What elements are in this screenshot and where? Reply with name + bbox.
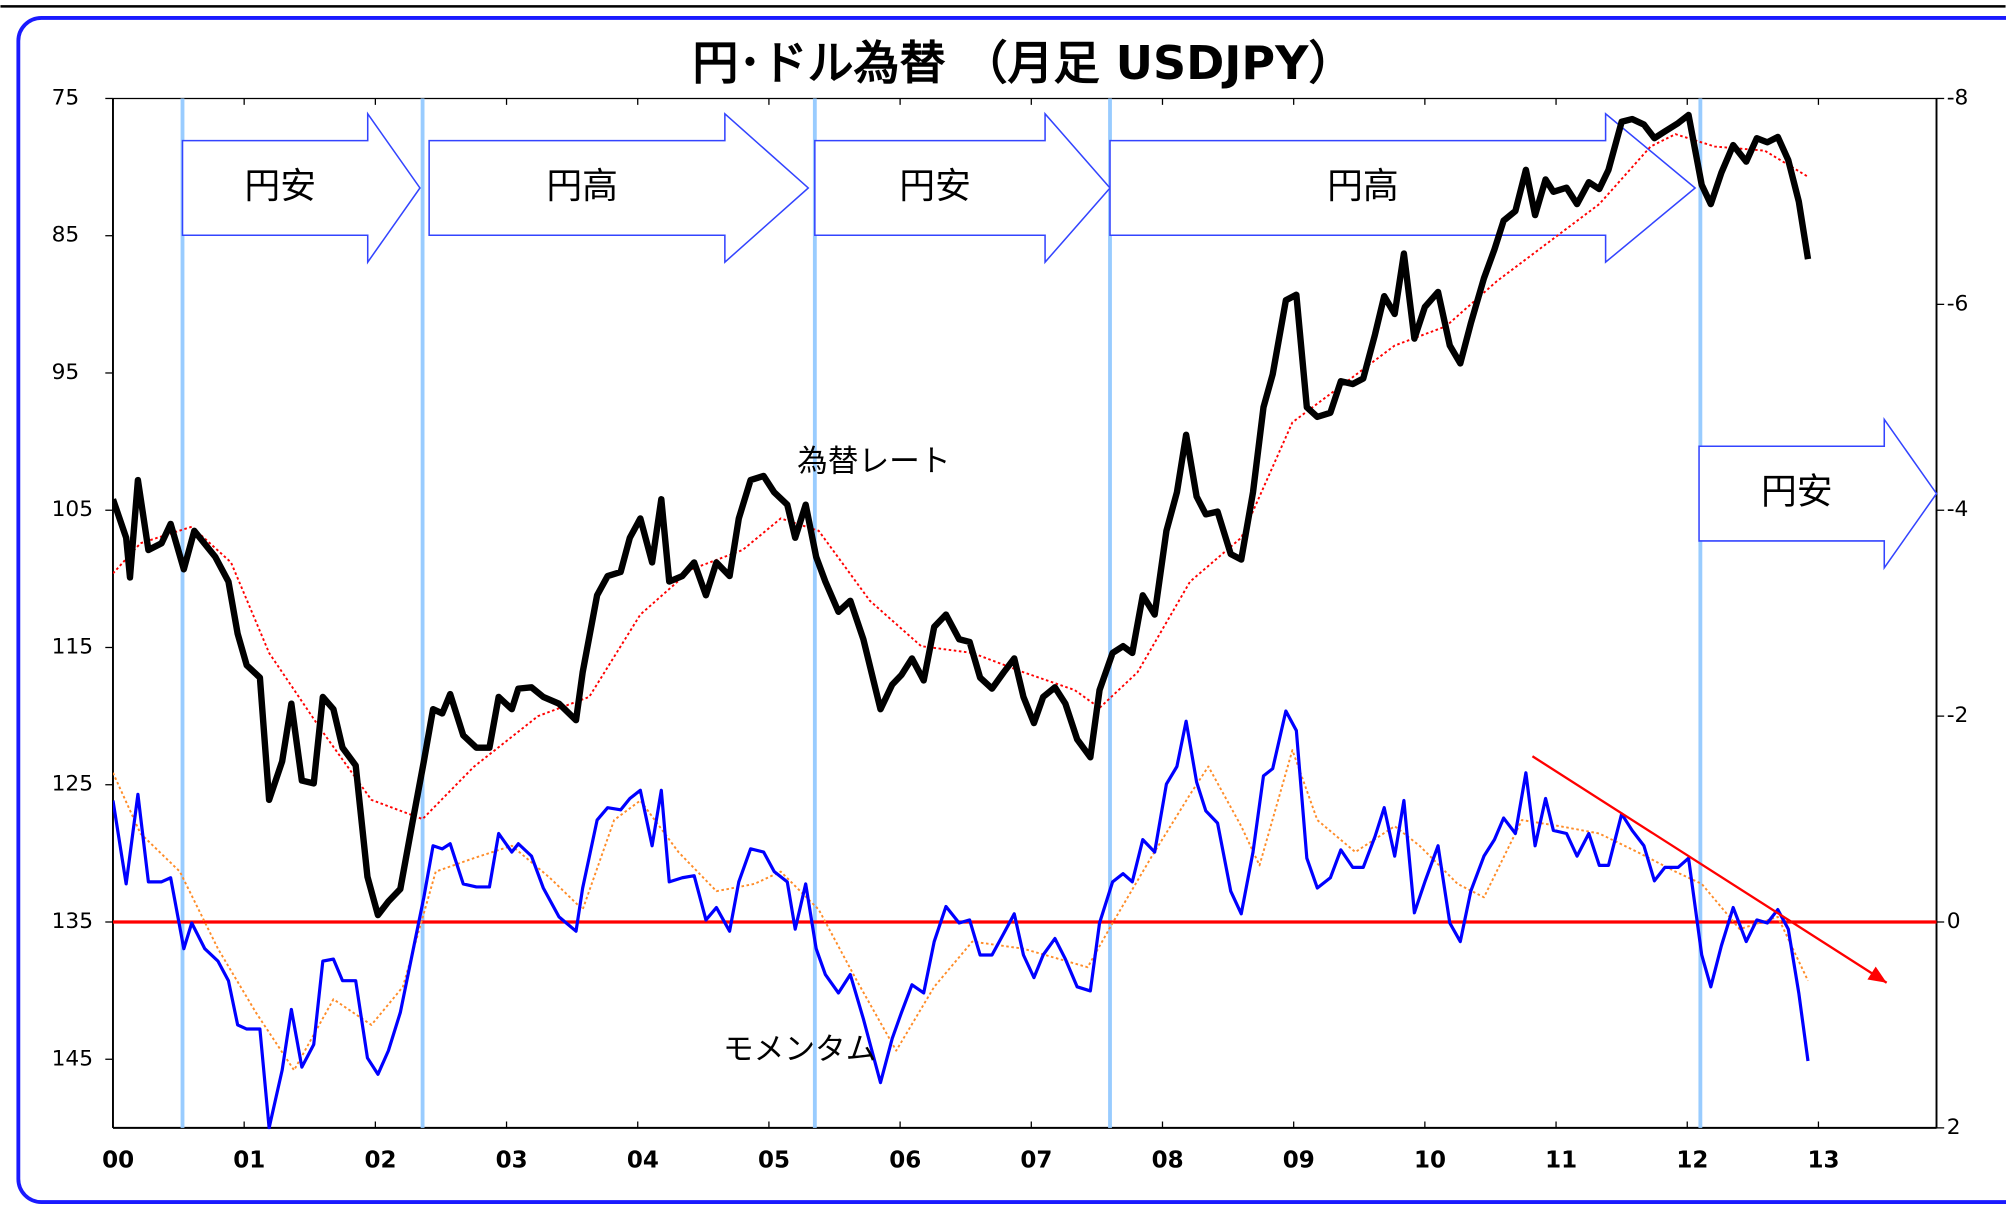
x-tick-label: 02: [364, 1148, 396, 1174]
x-tick-label: 13: [1808, 1148, 1840, 1174]
phase-arrow: [428, 112, 810, 264]
series-label: 為替レート: [797, 444, 950, 479]
y2-tick-label: -6: [1947, 291, 1969, 316]
y-tick-label: 125: [52, 772, 93, 797]
phase-arrow: [1109, 112, 1697, 264]
trend-arrowhead: [1867, 966, 1887, 983]
x-tick-label: 10: [1414, 1148, 1446, 1174]
series-line: [112, 133, 1809, 821]
phase-label: 円安: [899, 166, 971, 207]
y-tick-label: 135: [52, 909, 93, 934]
trend-line: [1531, 755, 1888, 984]
phase-label: 円高: [1327, 166, 1399, 207]
x-tick-label: 12: [1676, 1148, 1708, 1174]
y-tick-label: 95: [52, 360, 80, 385]
x-tick-label: 07: [1020, 1148, 1052, 1174]
x-tick-label: 08: [1152, 1148, 1184, 1174]
phase-label: 円安: [1761, 472, 1833, 513]
y2-tick-label: -4: [1947, 497, 1969, 522]
phase-arrow: [181, 111, 421, 265]
series-line: [112, 709, 1810, 1130]
x-tick-label: 01: [233, 1148, 265, 1174]
x-tick-label: 05: [758, 1148, 790, 1174]
phase-arrow: [1698, 417, 1938, 571]
series-label: モメンタム: [723, 1033, 876, 1068]
phase-arrow: [814, 111, 1112, 265]
y2-tick-label: -8: [1947, 85, 1969, 110]
x-tick-label: 09: [1283, 1148, 1315, 1174]
x-tick-label: 06: [889, 1148, 921, 1174]
x-tick-label: 03: [496, 1148, 528, 1174]
y-tick-label: 145: [52, 1046, 93, 1071]
chart-title: 円･ドル為替 （月足 USDJPY）: [692, 36, 1354, 90]
series-line: [112, 749, 1809, 1072]
phase-label: 円安: [244, 166, 316, 207]
x-tick-label: 04: [627, 1148, 659, 1174]
series-line: [112, 111, 1812, 919]
y2-tick-label: 2: [1947, 1115, 1961, 1140]
y2-tick-label: -2: [1947, 703, 1969, 728]
y-tick-label: 105: [52, 497, 93, 522]
y2-tick-label: 0: [1947, 909, 1961, 934]
phase-label: 円高: [546, 166, 618, 207]
y-tick-label: 115: [52, 634, 93, 659]
x-tick-label: 00: [102, 1148, 134, 1174]
x-tick-label: 11: [1545, 1148, 1577, 1174]
frame: [16, 15, 2006, 1204]
y-tick-label: 85: [52, 223, 80, 248]
y-tick-label: 75: [52, 85, 80, 110]
